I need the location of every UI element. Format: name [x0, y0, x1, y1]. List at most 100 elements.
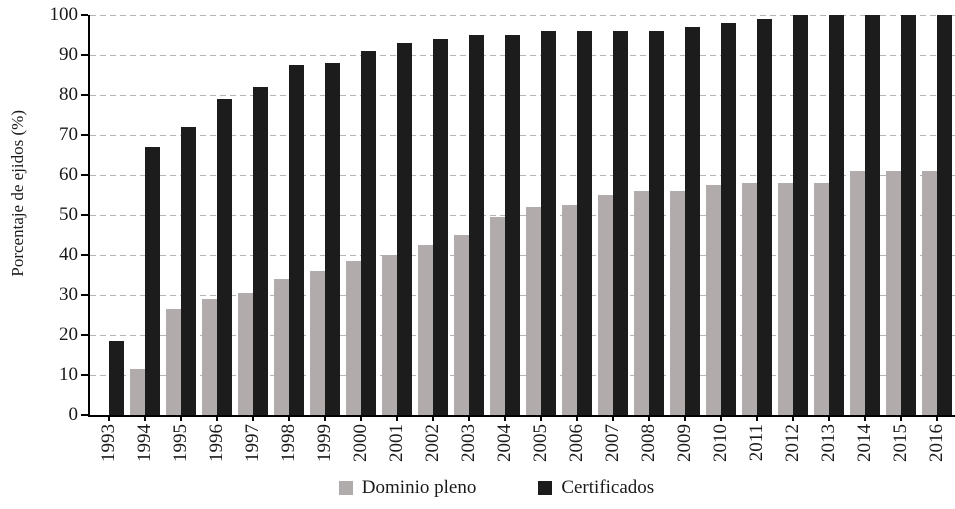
bar-dominio-pleno — [742, 183, 757, 415]
gridline — [90, 55, 955, 56]
y-tick-label: 100 — [49, 4, 79, 25]
x-tick-label: 2016 — [926, 424, 947, 462]
x-tick — [180, 415, 182, 421]
x-tick-label: 2001 — [386, 424, 407, 462]
y-tick — [81, 414, 88, 416]
y-tick-label: 20 — [59, 324, 78, 345]
bar-dominio-pleno — [706, 185, 721, 415]
x-tick-label: 2011 — [746, 424, 767, 462]
legend-swatch — [538, 480, 553, 495]
bar-dominio-pleno — [850, 171, 865, 415]
x-tick-label: 2005 — [530, 424, 551, 462]
x-tick-label: 1996 — [206, 424, 227, 462]
bar-dominio-pleno — [526, 207, 541, 415]
x-tick — [360, 415, 362, 421]
x-tick — [432, 415, 434, 421]
bar-dominio-pleno — [166, 309, 181, 415]
x-tick-label: 1993 — [98, 424, 119, 462]
x-tick-label: 2003 — [458, 424, 479, 462]
y-tick — [81, 254, 88, 256]
x-tick-label: 1997 — [242, 424, 263, 462]
bar-dominio-pleno — [778, 183, 793, 415]
bar-dominio-pleno — [130, 369, 145, 415]
x-tick — [828, 415, 830, 421]
legend-item: Certificados — [538, 477, 654, 498]
x-tick-label: 2007 — [602, 424, 623, 462]
y-tick-label: 0 — [68, 404, 79, 425]
x-tick-label: 2008 — [638, 424, 659, 462]
bar-dominio-pleno — [382, 255, 397, 415]
legend-label: Certificados — [561, 477, 655, 498]
y-tick-label: 80 — [59, 84, 78, 105]
x-tick — [216, 415, 218, 421]
x-tick-label: 2014 — [854, 424, 875, 462]
legend-label: Dominio pleno — [361, 477, 477, 498]
x-tick-label: 2006 — [566, 424, 587, 462]
gridline — [90, 295, 955, 296]
bar-dominio-pleno — [274, 279, 289, 415]
bar-certificados — [361, 51, 376, 415]
bar-certificados — [577, 31, 592, 415]
x-tick-label: 1999 — [314, 424, 335, 462]
x-tick — [324, 415, 326, 421]
x-tick — [504, 415, 506, 421]
gridline — [90, 335, 955, 336]
x-tick — [468, 415, 470, 421]
bar-certificados — [145, 147, 160, 415]
bar-dominio-pleno — [454, 235, 469, 415]
bar-dominio-pleno — [346, 261, 361, 415]
bar-certificados — [109, 341, 124, 415]
bar-certificados — [865, 15, 880, 415]
x-tick — [576, 415, 578, 421]
bar-certificados — [829, 15, 844, 415]
bar-certificados — [901, 15, 916, 415]
bar-certificados — [397, 43, 412, 415]
bar-dominio-pleno — [562, 205, 577, 415]
y-tick-label: 70 — [59, 124, 78, 145]
x-tick — [612, 415, 614, 421]
bar-dominio-pleno — [886, 171, 901, 415]
bar-certificados — [217, 99, 232, 415]
x-tick — [540, 415, 542, 421]
y-tick-label: 60 — [59, 164, 78, 185]
x-tick-label: 1998 — [278, 424, 299, 462]
y-tick-label: 40 — [59, 244, 78, 265]
bar-dominio-pleno — [310, 271, 325, 415]
y-tick-label: 30 — [59, 284, 78, 305]
y-tick-label: 90 — [59, 44, 78, 65]
bar-dominio-pleno — [418, 245, 433, 415]
x-tick-label: 2009 — [674, 424, 695, 462]
x-tick — [936, 415, 938, 421]
x-tick-label: 2002 — [422, 424, 443, 462]
x-tick-label: 2012 — [782, 424, 803, 462]
bar-certificados — [649, 31, 664, 415]
x-tick — [792, 415, 794, 421]
x-tick-label: 2015 — [890, 424, 911, 462]
x-tick-label: 2010 — [710, 424, 731, 462]
y-axis-title: Porcentaje de ejidos (%) — [8, 110, 27, 277]
x-tick — [252, 415, 254, 421]
bar-dominio-pleno — [238, 293, 253, 415]
x-tick — [900, 415, 902, 421]
y-tick — [81, 334, 88, 336]
x-tick-label: 2013 — [818, 424, 839, 462]
bar-certificados — [757, 19, 772, 415]
x-tick-label: 2004 — [494, 424, 515, 462]
bar-dominio-pleno — [634, 191, 649, 415]
bar-certificados — [325, 63, 340, 415]
x-tick — [396, 415, 398, 421]
x-tick — [144, 415, 146, 421]
x-tick-label: 1995 — [170, 424, 191, 462]
bar-certificados — [469, 35, 484, 415]
plot-area: 0 10 20 30 40 50 60 70 80 90 100 1993 1994 1995 1996 19… — [50, 4, 955, 462]
bar-certificados — [541, 31, 556, 415]
x-tick — [684, 415, 686, 421]
x-tick — [864, 415, 866, 421]
bar-certificados — [685, 27, 700, 415]
gridline — [90, 375, 955, 376]
bar-certificados — [181, 127, 196, 415]
bar-certificados — [289, 65, 304, 415]
y-tick-label: 50 — [59, 204, 78, 225]
bar-dominio-pleno — [922, 171, 937, 415]
